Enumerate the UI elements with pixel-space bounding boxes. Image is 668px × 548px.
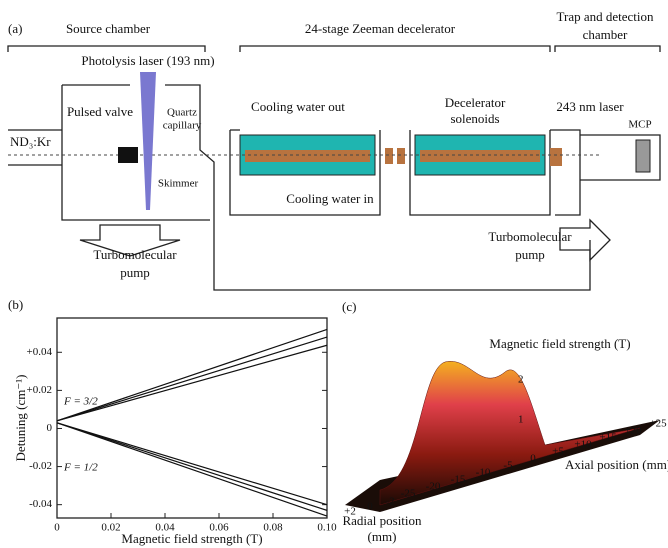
series-line [56,422,328,511]
axial-tick-label: +10 [574,439,592,451]
section-label: Trap and detection [557,9,654,24]
axial-tick-label: -20 [426,481,441,493]
radial-tick-label: -2 [385,496,394,508]
axial-tick-label: +5 [552,446,564,458]
y-tick-label: -0.02 [29,460,52,472]
section-label: Source chamber [66,21,151,36]
y-axis-label: Detuning (cm⁻¹) [13,375,28,462]
photolysis-beam [140,72,156,210]
label: pump [515,247,545,262]
radial-tick-label: +2 [344,506,356,518]
label: Turbomolecular [93,247,177,262]
x-tick-label: 0.06 [209,522,229,534]
series-line [56,336,328,422]
axial-tick-label: +25 [649,418,667,430]
label: Skimmer [158,178,199,190]
axial-tick-label: +15 [599,432,617,444]
panel-label: (b) [8,297,23,312]
label: Turbomolecular [488,229,572,244]
x-axis-label: Magnetic field strength (T) [121,531,262,546]
label: Cooling water in [286,191,374,206]
axis-label: Axial position (mm) [565,457,668,472]
chart-title: Magnetic field strength (T) [489,336,630,351]
x-tick-label: 0.04 [155,522,175,534]
label: capillary [163,120,202,132]
series-line [56,328,328,422]
surface [379,361,641,506]
label: pump [120,265,150,280]
z-tick-label: 1 [518,414,524,426]
axial-tick-label: -5 [503,460,513,472]
mcp-detector [635,139,651,173]
z-tick-label: 2 [518,374,524,386]
apparatus [7,45,661,291]
axial-tick-label: -25 [401,488,416,500]
series-line [56,422,328,517]
label: solenoids [450,111,499,126]
solenoids [245,148,562,166]
annotation: F = 3/2 [63,396,98,408]
y-tick-label: 0 [47,422,53,434]
y-tick-label: -0.04 [29,498,52,510]
label: ND₃:Kr [10,134,51,149]
series-line [56,344,328,422]
x-tick-label: 0.10 [317,522,337,534]
label: Decelerator [445,95,506,110]
section-label: chamber [583,27,628,42]
x-tick-label: 0.02 [101,522,120,534]
y-tick-label: +0.04 [27,346,53,358]
x-tick-label: 0.08 [263,522,283,534]
label: Quartz [167,107,197,119]
axial-tick-label: 0 [530,453,536,465]
annotation: F = 1/2 [63,462,98,474]
axial-tick-label: -10 [476,467,491,479]
pulsed-valve [118,147,138,163]
y-tick-label: +0.02 [27,384,52,396]
section-label: 24-stage Zeeman decelerator [305,21,456,36]
plot-frame [56,317,328,519]
x-tick-label: 0 [54,522,60,534]
label: MCP [628,119,651,131]
label: Pulsed valve [67,104,133,119]
axis-label: (mm) [368,529,397,544]
axis-label: Radial position [342,513,422,528]
label: Cooling water out [251,99,345,114]
panel-label: (c) [342,299,356,314]
label: 243 nm laser [556,99,624,114]
axial-tick-label: -15 [451,474,466,486]
label: Photolysis laser (193 nm) [81,53,214,68]
panel-label: (a) [8,21,22,36]
radial-tick-label: 0 [367,501,373,513]
axial-tick-label: +20 [624,425,642,437]
series-line [56,422,328,506]
